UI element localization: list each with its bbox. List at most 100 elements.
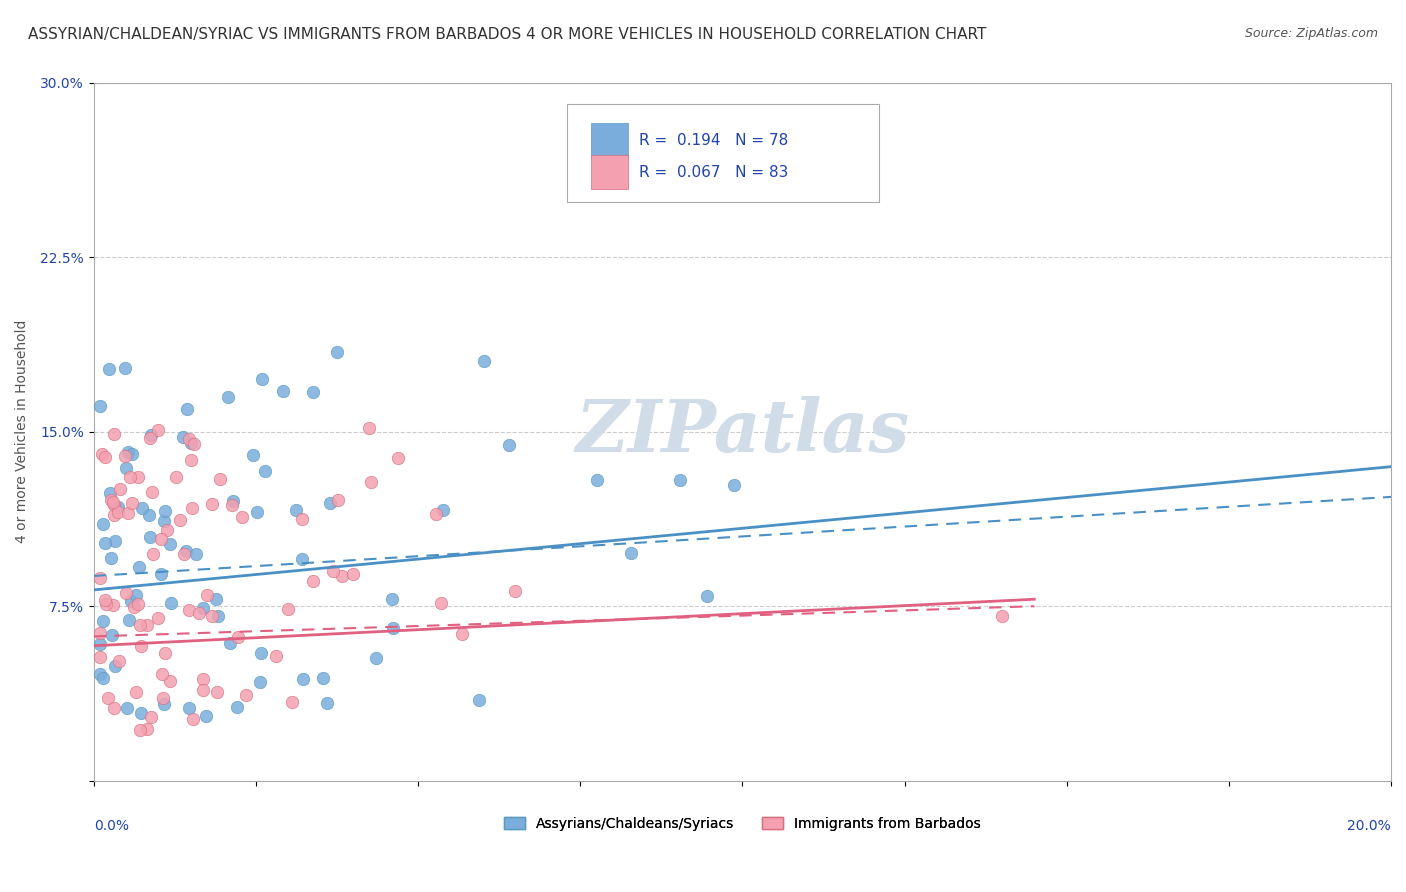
Point bbox=[129, 723, 152, 737]
Point bbox=[173, 547, 195, 561]
Point bbox=[330, 569, 353, 583]
Point bbox=[96, 597, 118, 611]
Point bbox=[271, 384, 294, 398]
Point bbox=[169, 513, 191, 527]
Point bbox=[103, 498, 125, 512]
Point bbox=[129, 706, 152, 720]
Point bbox=[176, 402, 198, 417]
Point bbox=[249, 674, 271, 689]
Point bbox=[430, 596, 453, 610]
Point bbox=[152, 515, 174, 529]
Point bbox=[89, 626, 111, 640]
Point bbox=[188, 606, 211, 620]
Point bbox=[128, 559, 150, 574]
Point bbox=[179, 701, 201, 715]
Point bbox=[93, 593, 115, 607]
Point bbox=[117, 506, 139, 520]
Point bbox=[159, 537, 181, 551]
Point bbox=[141, 710, 163, 724]
Point bbox=[156, 524, 179, 538]
Point bbox=[364, 651, 387, 665]
Point bbox=[183, 437, 205, 451]
Point bbox=[150, 532, 173, 546]
Point bbox=[89, 399, 111, 413]
Legend: Assyrians/Chaldeans/Syriacs, Immigrants from Barbados: Assyrians/Chaldeans/Syriacs, Immigrants … bbox=[499, 812, 986, 837]
Point bbox=[180, 436, 202, 450]
Point bbox=[101, 599, 124, 613]
Point bbox=[179, 432, 201, 446]
Point bbox=[138, 508, 160, 522]
Point bbox=[139, 529, 162, 543]
Point bbox=[117, 700, 139, 714]
Point bbox=[359, 421, 381, 435]
Point bbox=[152, 697, 174, 711]
Point bbox=[360, 475, 382, 490]
Point bbox=[98, 486, 121, 500]
Point bbox=[315, 696, 337, 710]
Point bbox=[242, 448, 264, 462]
Point bbox=[254, 464, 277, 478]
Point bbox=[107, 654, 129, 668]
FancyBboxPatch shape bbox=[591, 123, 628, 158]
Point bbox=[472, 354, 495, 368]
Point bbox=[121, 447, 143, 461]
Point bbox=[322, 564, 344, 578]
Point bbox=[136, 617, 159, 632]
Point bbox=[181, 712, 204, 726]
Point bbox=[89, 650, 111, 665]
Text: 20.0%: 20.0% bbox=[1347, 819, 1391, 833]
Point bbox=[150, 666, 173, 681]
Point bbox=[141, 484, 163, 499]
Point bbox=[107, 505, 129, 519]
Point bbox=[201, 497, 224, 511]
Point bbox=[131, 500, 153, 515]
Point bbox=[94, 450, 117, 464]
Point bbox=[89, 667, 111, 681]
Point bbox=[127, 470, 149, 484]
Text: ZIPatlas: ZIPatlas bbox=[575, 396, 910, 467]
Point bbox=[195, 709, 218, 723]
Point bbox=[180, 453, 202, 467]
Point bbox=[179, 603, 201, 617]
Point bbox=[155, 504, 177, 518]
Point bbox=[432, 503, 454, 517]
Point bbox=[219, 635, 242, 649]
Point bbox=[250, 371, 273, 385]
Point bbox=[104, 534, 127, 549]
Point bbox=[121, 496, 143, 510]
Point bbox=[387, 451, 409, 466]
Point bbox=[129, 639, 152, 653]
Point bbox=[301, 384, 323, 399]
Point bbox=[291, 512, 314, 526]
Point bbox=[107, 500, 129, 514]
Point bbox=[115, 461, 138, 475]
Point bbox=[246, 505, 269, 519]
Point bbox=[159, 673, 181, 688]
Point bbox=[172, 429, 194, 443]
Point bbox=[209, 472, 232, 486]
Point bbox=[139, 431, 162, 445]
Point bbox=[100, 551, 122, 566]
Point bbox=[117, 444, 139, 458]
Point bbox=[326, 493, 349, 508]
Point bbox=[195, 588, 218, 602]
Point bbox=[94, 535, 117, 549]
Point bbox=[450, 627, 472, 641]
Point bbox=[326, 345, 349, 359]
Point bbox=[125, 588, 148, 602]
Point bbox=[231, 510, 253, 524]
Point bbox=[91, 516, 114, 531]
Point bbox=[226, 630, 249, 644]
Point bbox=[281, 695, 304, 709]
Point bbox=[222, 494, 245, 508]
Point bbox=[115, 586, 138, 600]
Point bbox=[103, 508, 125, 522]
Point bbox=[103, 700, 125, 714]
Text: Source: ZipAtlas.com: Source: ZipAtlas.com bbox=[1244, 27, 1378, 40]
Point bbox=[696, 590, 718, 604]
Point bbox=[226, 700, 249, 714]
Point bbox=[141, 428, 163, 442]
Point bbox=[193, 672, 215, 686]
Point bbox=[89, 636, 111, 650]
Point bbox=[205, 685, 228, 699]
